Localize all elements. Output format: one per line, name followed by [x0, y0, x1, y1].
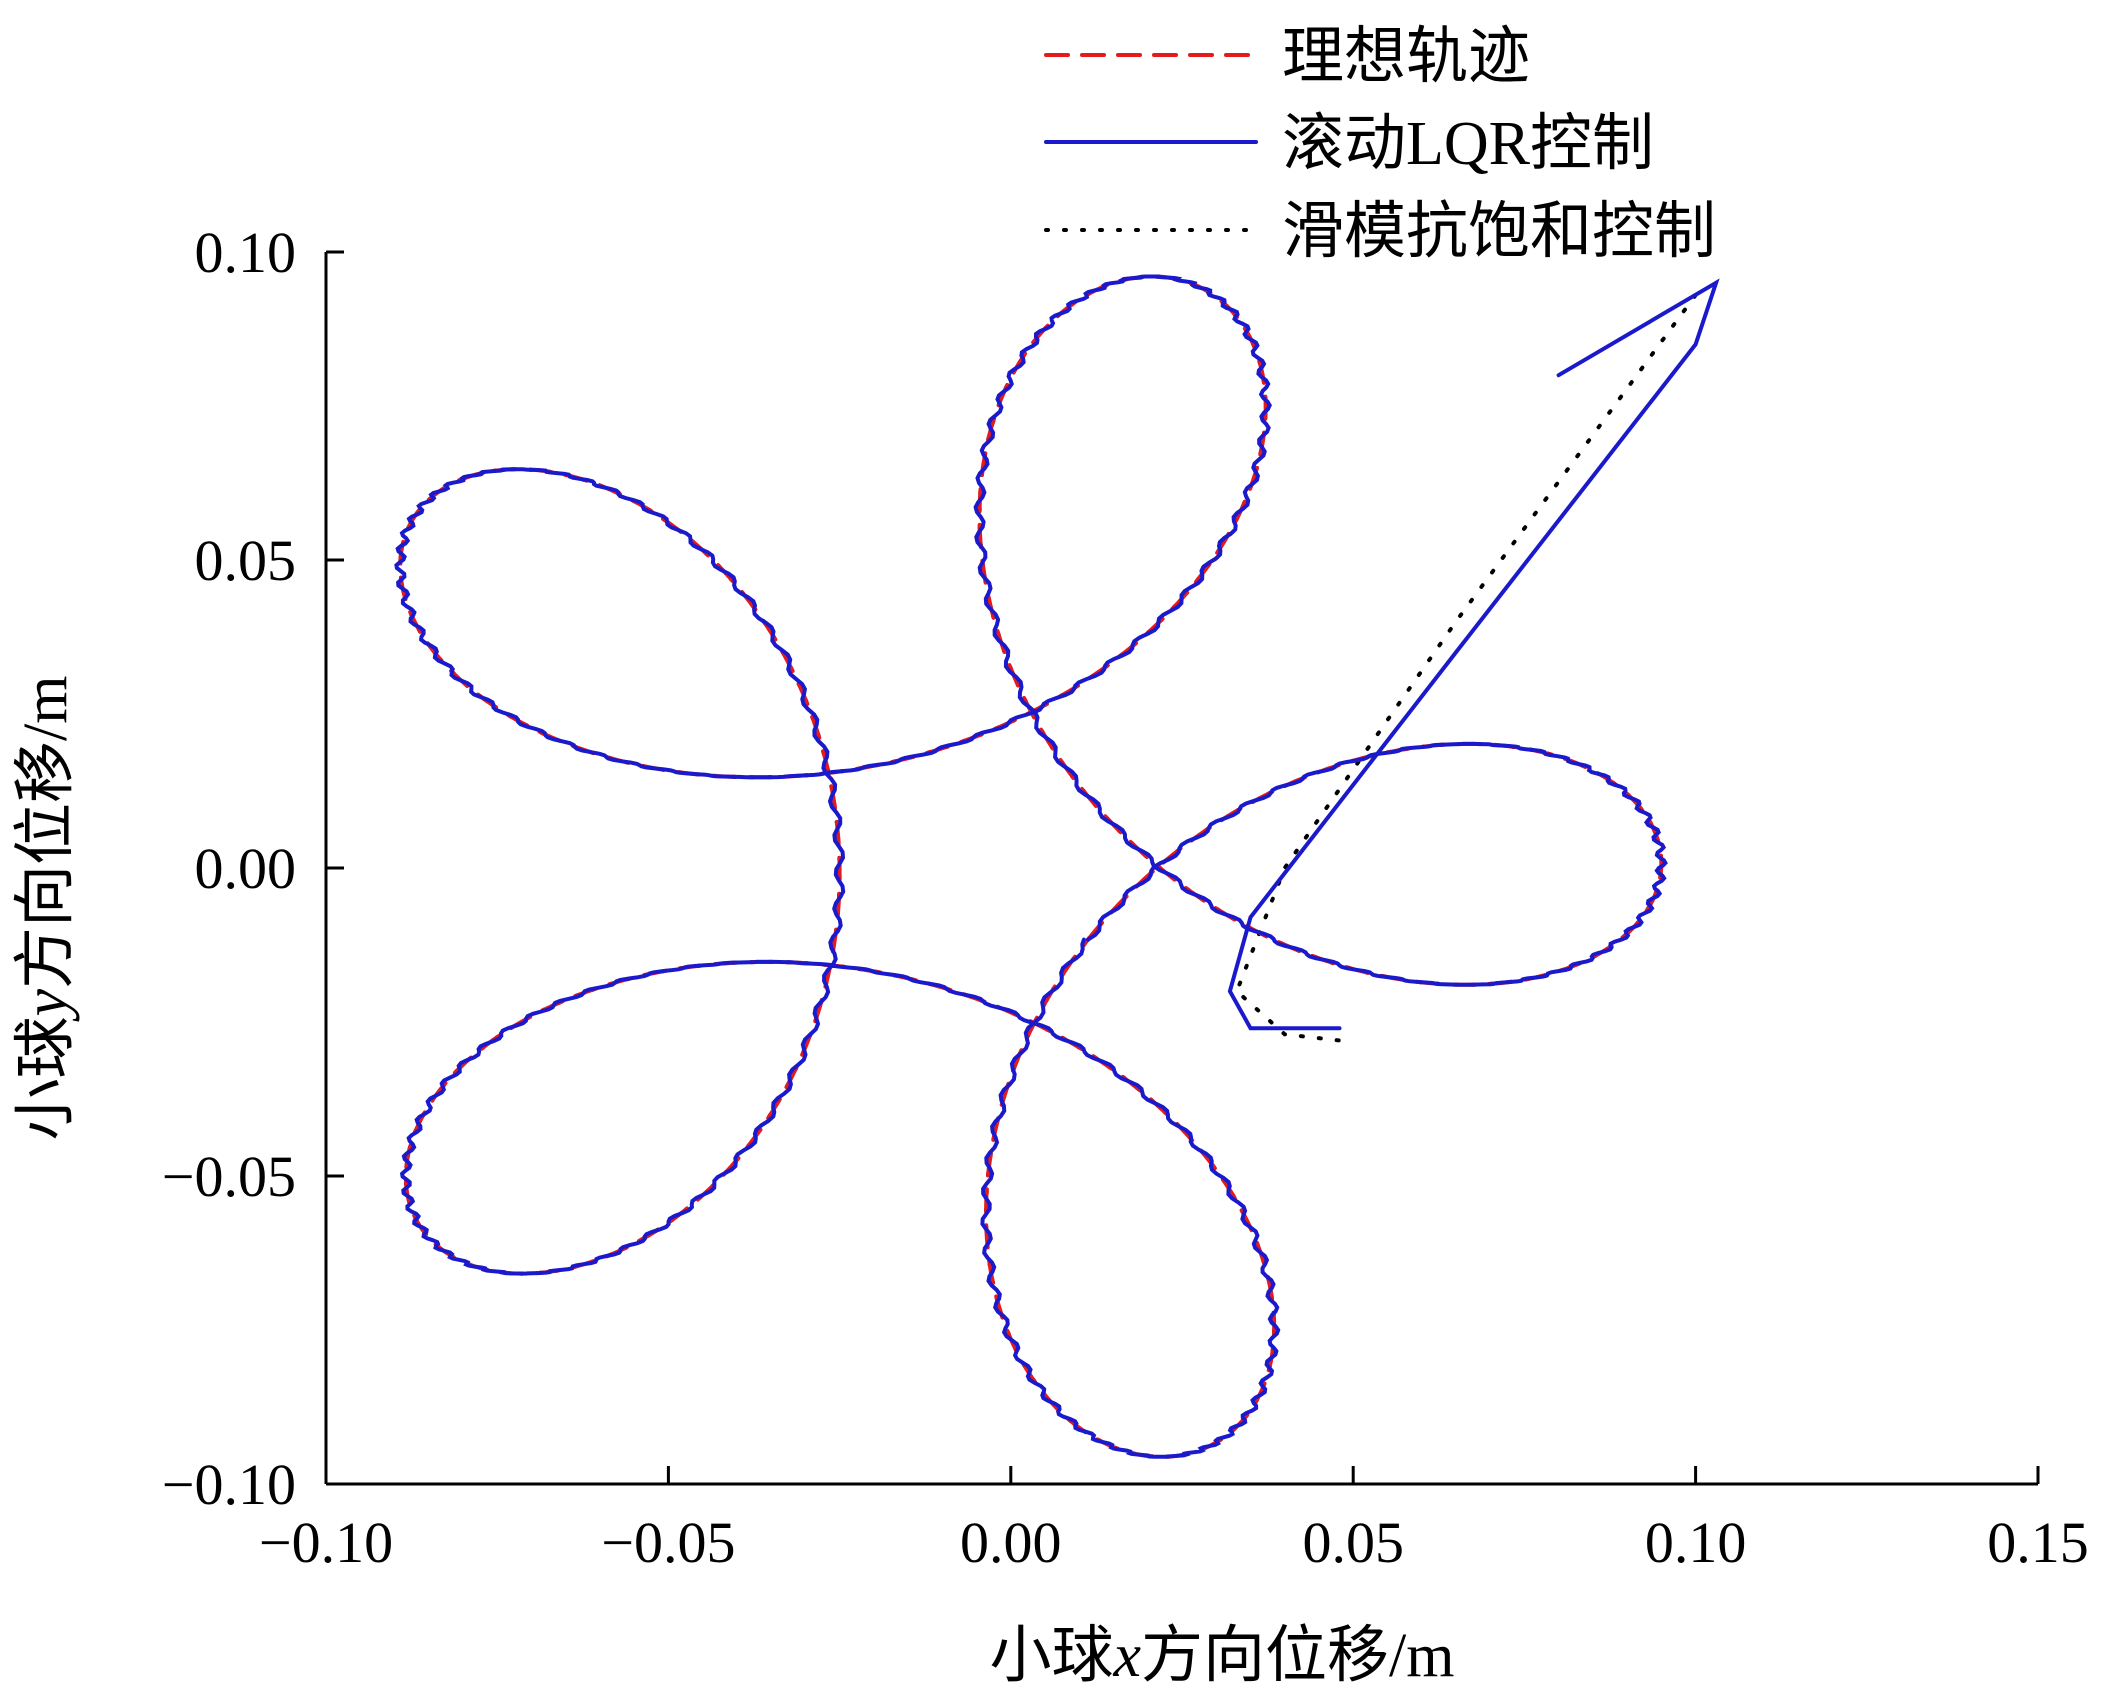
y-tick-label: −0.05 — [162, 1144, 296, 1209]
legend-label: 滚动LQR控制 — [1282, 110, 1654, 178]
y-tick-label: 0.10 — [195, 220, 297, 285]
y-tick-label: −0.10 — [162, 1452, 296, 1517]
x-tick-label: −0.10 — [259, 1510, 393, 1575]
series-layer — [394, 274, 1720, 1459]
x-tick-label: 0.05 — [1302, 1510, 1404, 1575]
x-axis-label-part: 小球 — [990, 1622, 1114, 1690]
y-tick-label: 0.00 — [195, 836, 297, 901]
y-axis-label: 小球y方向位移/m — [12, 676, 80, 1141]
series-dashed — [398, 274, 1664, 1459]
y-axis-label-part: y — [12, 988, 80, 1022]
series-line — [398, 274, 1664, 1459]
y-tick-label: 0.05 — [195, 528, 297, 593]
y-ticks: −0.10 −0.05 0.00 0.05 0.10 — [162, 220, 344, 1517]
series-dotted — [398, 274, 1698, 1459]
plot-area: −0.10 −0.05 0.00 0.05 0.10 0.15 −0.10 −0.05 0.0… — [162, 220, 2089, 1575]
x-axis-label: 小球x方向位移/m — [990, 1622, 1455, 1690]
y-axis-label-part: 方向位移/m — [12, 676, 80, 989]
x-tick-label: 0.15 — [1987, 1510, 2089, 1575]
series-line — [394, 274, 1668, 1459]
x-ticks: −0.10 −0.05 0.00 0.05 0.10 0.15 — [259, 1466, 2089, 1575]
series-transient — [1227, 278, 1720, 1031]
y-axis-label-part: 小球 — [12, 1016, 80, 1140]
x-axis-label-part: x — [1113, 1622, 1142, 1690]
series-solid — [394, 274, 1720, 1459]
legend-label: 滑模抗饱和控制 — [1282, 198, 1716, 266]
x-tick-label: 0.10 — [1645, 1510, 1747, 1575]
x-axis-label-part: 方向位移/m — [1141, 1622, 1454, 1690]
legend-label: 理想轨迹 — [1282, 23, 1530, 91]
series-line — [398, 274, 1664, 1459]
x-tick-label: 0.00 — [960, 1510, 1062, 1575]
x-tick-label: −0.05 — [601, 1510, 735, 1575]
